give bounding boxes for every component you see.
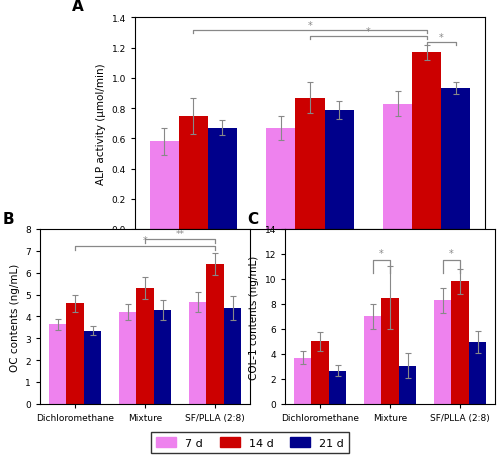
Bar [150, 142, 178, 230]
Bar [364, 317, 382, 404]
Bar [434, 301, 451, 404]
Bar [324, 110, 354, 230]
Text: *: * [366, 27, 370, 37]
Bar [178, 117, 208, 230]
Text: *: * [308, 21, 312, 31]
Bar [66, 304, 84, 404]
Bar [311, 341, 329, 404]
Text: *: * [449, 248, 454, 258]
Bar [412, 53, 441, 230]
Bar [189, 302, 206, 404]
Y-axis label: COL-1 contents (ng/mL): COL-1 contents (ng/mL) [249, 255, 259, 379]
Text: *: * [142, 236, 148, 246]
Bar [208, 129, 237, 230]
Bar [206, 264, 224, 404]
Bar [266, 129, 296, 230]
Bar [136, 288, 154, 404]
Bar [296, 98, 324, 230]
Bar [154, 310, 171, 404]
Y-axis label: OC contents (ng/mL): OC contents (ng/mL) [10, 263, 20, 371]
Bar [119, 312, 136, 404]
Bar [382, 298, 399, 404]
Bar [294, 358, 311, 404]
Text: *: * [379, 248, 384, 258]
Text: A: A [72, 0, 84, 14]
Y-axis label: ALP activity (μmol/min): ALP activity (μmol/min) [96, 63, 106, 185]
Bar [329, 371, 346, 404]
Bar [451, 282, 469, 404]
Bar [224, 308, 241, 404]
Bar [399, 366, 416, 404]
Text: *: * [439, 33, 444, 43]
Text: B: B [2, 211, 14, 226]
Bar [383, 104, 412, 230]
Bar [84, 331, 101, 404]
Bar [469, 342, 486, 404]
Text: **: ** [176, 230, 184, 239]
Text: C: C [247, 211, 258, 226]
Bar [442, 89, 470, 230]
Bar [49, 325, 66, 404]
Legend: 7 d, 14 d, 21 d: 7 d, 14 d, 21 d [151, 432, 349, 453]
